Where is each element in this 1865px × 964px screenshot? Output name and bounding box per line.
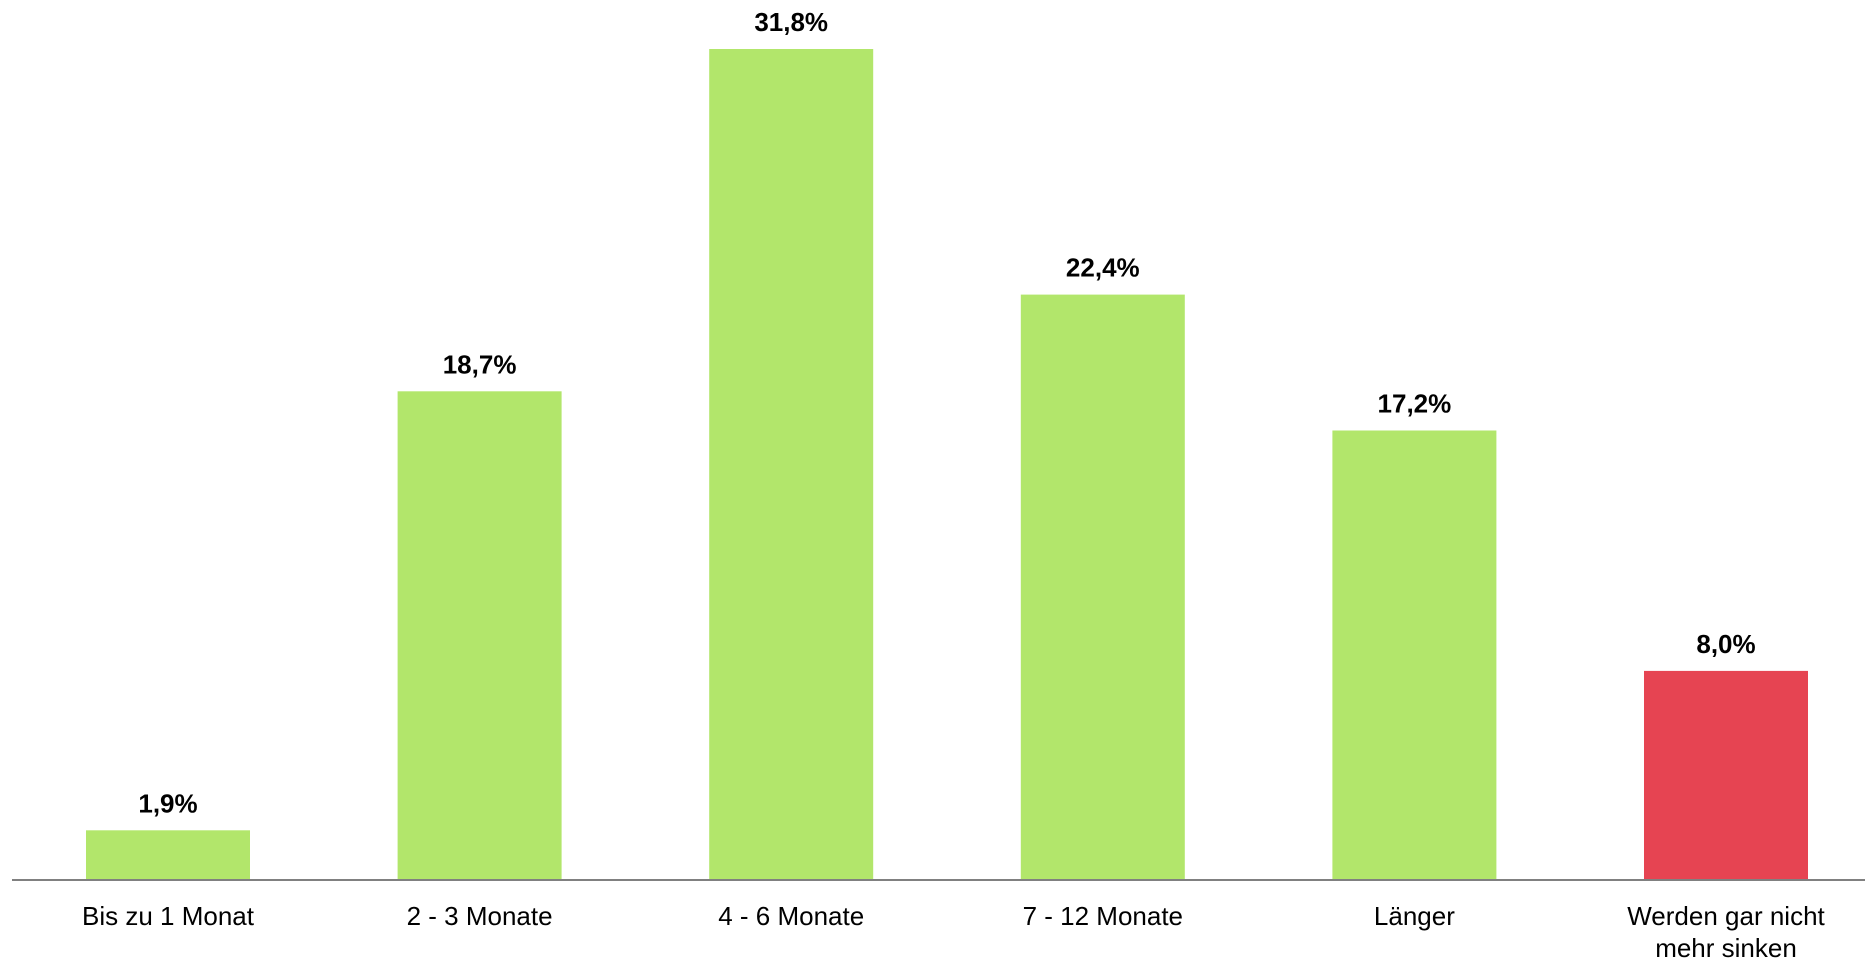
category-label: Bis zu 1 Monat [82, 901, 255, 931]
category-labels-group: Bis zu 1 Monat 2 - 3 Monate 4 - 6 Monate 7 … [82, 901, 1826, 963]
category-label: Werden gar nicht [1627, 901, 1825, 931]
bar [397, 391, 562, 880]
category-label: 2 - 3 Monate [407, 901, 553, 931]
value-labels-group: 1,9% 18,7% 31,8% 22,4% 17,2% 8,0% [138, 7, 1755, 818]
bar [86, 830, 250, 880]
category-label: Länger [1374, 901, 1455, 931]
bars-group [86, 49, 1808, 881]
category-label: 4 - 6 Monate [718, 901, 864, 931]
bar-value-label: 22,4% [1066, 253, 1140, 283]
bar-value-label: 8,0% [1696, 629, 1755, 659]
bar [1644, 670, 1808, 880]
category-label: 7 - 12 Monate [1023, 901, 1183, 931]
bar-value-label: 18,7% [443, 349, 517, 379]
category-label: mehr sinken [1655, 933, 1797, 963]
bar [1332, 430, 1497, 880]
bar-value-label: 17,2% [1378, 389, 1452, 419]
bar [1020, 294, 1185, 881]
bar [709, 49, 874, 880]
bar-value-label: 31,8% [754, 7, 828, 37]
bar-value-label: 1,9% [138, 788, 197, 818]
